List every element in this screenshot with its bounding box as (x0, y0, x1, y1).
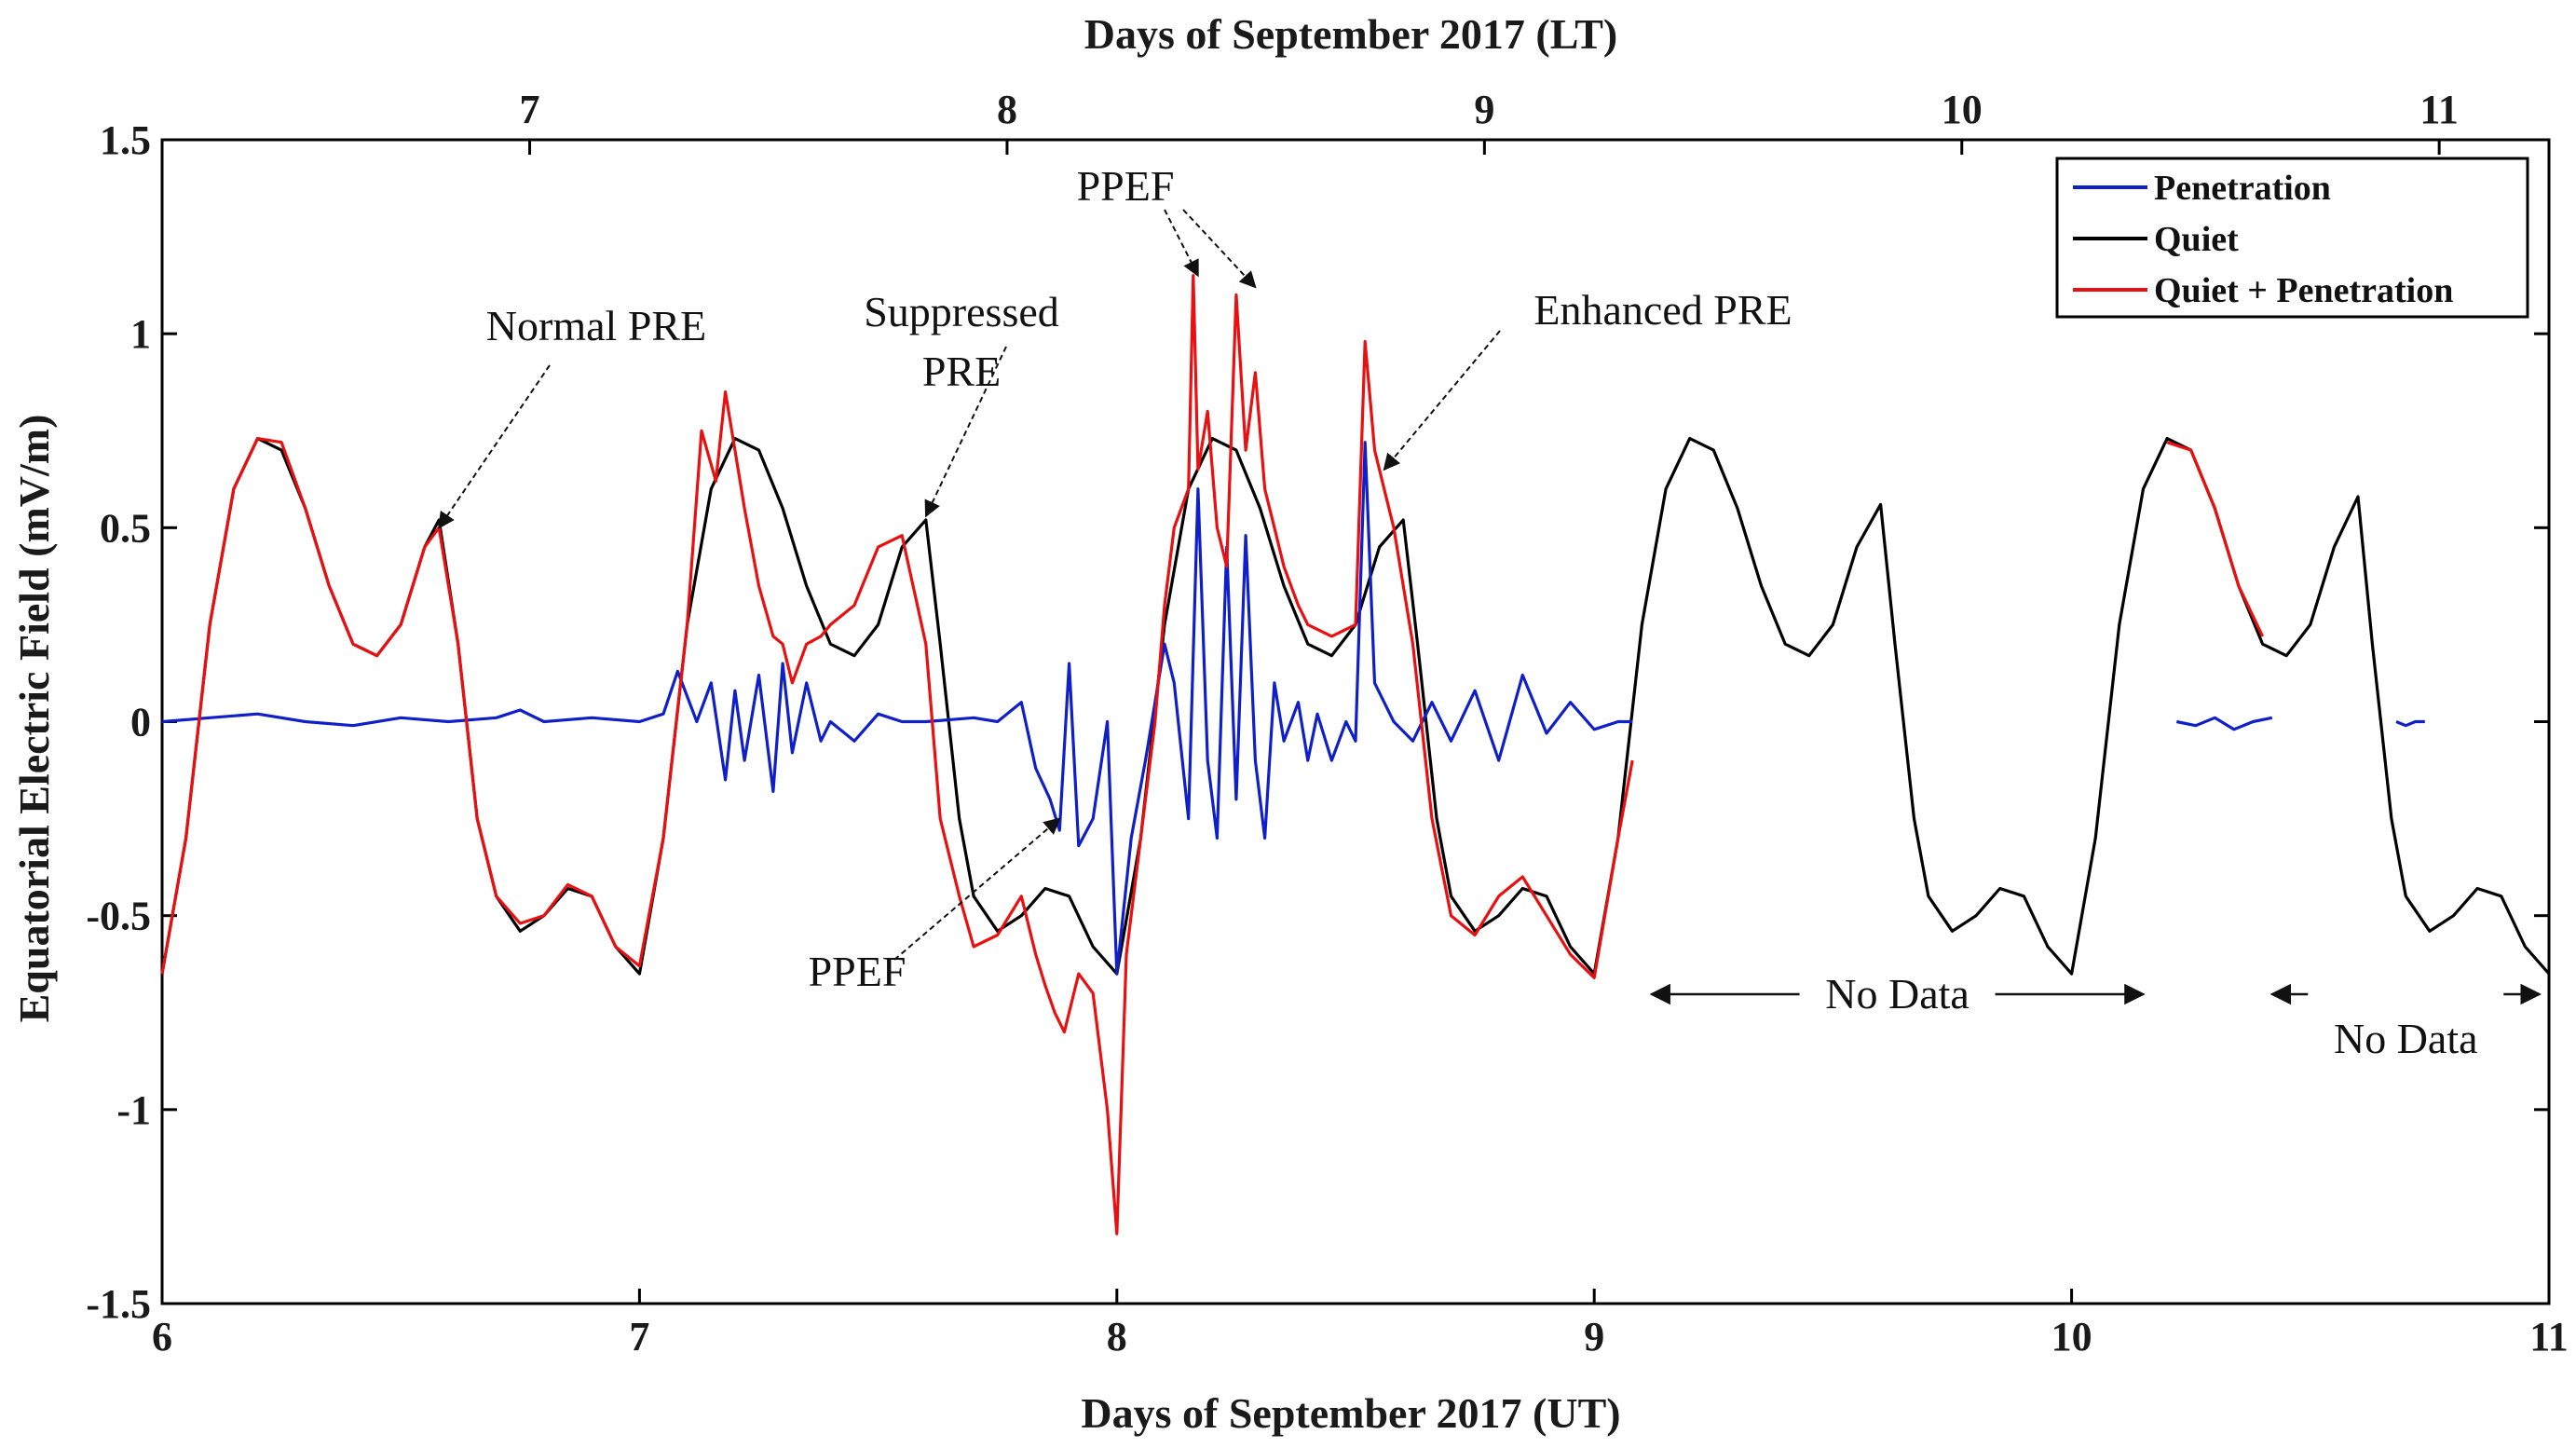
annotation-label: Normal PRE (486, 302, 706, 349)
y-tick-label: -1 (116, 1087, 151, 1133)
top-axis-title: Days of September 2017 (LT) (1084, 10, 1617, 58)
y-tick-label: -0.5 (86, 894, 151, 939)
annotation-arrow (893, 817, 1061, 961)
top-tick-label: 11 (2419, 87, 2459, 132)
x-tick-label: 10 (2051, 1314, 2092, 1359)
x-tick-label: 8 (1107, 1314, 1127, 1359)
legend-label-penetration: Penetration (2154, 169, 2331, 208)
series-line-penetration-segment-2 (2175, 716, 2273, 731)
top-tick-label: 7 (520, 87, 540, 132)
top-tick-label: 8 (997, 87, 1017, 132)
plot-area: 6 7 8 9 10 11 7 8 9 10 11 -1.5 -1 -0.5 0 0.5 1 1.5 (86, 87, 2568, 1359)
annotation-label: Enhanced PRE (1533, 286, 1792, 334)
x-axis-title: Days of September 2017 (UT) (1081, 1389, 1620, 1437)
y-tick-label: -1.5 (86, 1281, 151, 1327)
top-tick-label: 10 (1942, 87, 1983, 132)
annotation-layer: Normal PRE Suppressed PRE PPEF Enhanced PRE P… (438, 162, 2542, 1062)
no-data-label: No Data (1825, 970, 1969, 1018)
x-tick-label: 11 (2529, 1314, 2569, 1359)
series-line-penetration-segment-3 (2395, 719, 2425, 728)
x-tick-label: 6 (152, 1314, 172, 1359)
legend-label-quiet: Quiet (2154, 220, 2239, 259)
no-data-label: No Data (2334, 1015, 2478, 1062)
annotation-label: PPEF (809, 948, 906, 995)
annotation-arrow (1182, 209, 1257, 289)
y-tick-label: 1.5 (100, 117, 151, 163)
annotation-label: PPEF (1077, 162, 1175, 210)
series-line-penetration (161, 441, 1633, 976)
x-tick-label: 7 (629, 1314, 649, 1359)
y-axis-title: Equatorial Electric Field (mV/m) (10, 415, 58, 1023)
annotation-label: Suppressed (864, 288, 1059, 335)
annotation-arrow (1164, 209, 1199, 278)
annotation-label: PRE (922, 348, 1001, 395)
legend: Penetration Quiet Quiet + Penetration (2055, 157, 2529, 319)
series-layer (160, 274, 2551, 1236)
y-tick-label: 0.5 (100, 505, 151, 551)
legend-label-quiet-penetration: Quiet + Penetration (2154, 271, 2453, 310)
annotation-arrow (924, 346, 1007, 518)
series-line-quiet-penetration-segment-2 (2166, 441, 2265, 637)
y-tick-label: 1 (130, 311, 151, 357)
x-tick-label: 9 (1584, 1314, 1604, 1359)
annotation-arrow (438, 364, 551, 529)
y-tick-label: 0 (130, 700, 151, 745)
series-line-quiet-penetration (160, 274, 1634, 1236)
top-tick-label: 9 (1474, 87, 1494, 132)
annotation-arrow (1383, 330, 1501, 471)
